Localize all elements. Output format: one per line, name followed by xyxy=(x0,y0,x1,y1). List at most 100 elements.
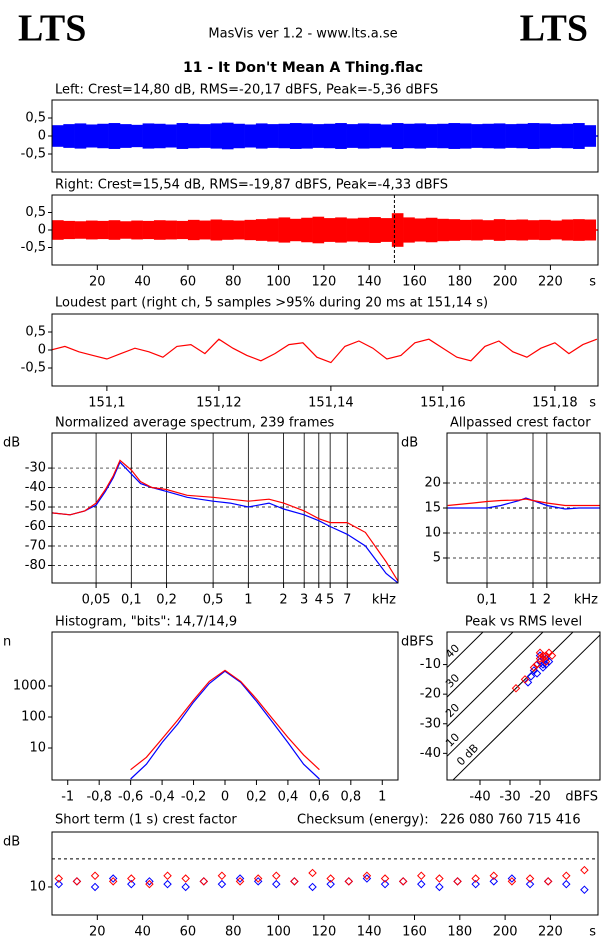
waveform-segment xyxy=(131,220,143,240)
waveform-segment xyxy=(391,213,404,247)
waveform-segment xyxy=(357,217,370,243)
x-tick-label: 120 xyxy=(311,275,336,290)
waveform-segment xyxy=(346,218,359,242)
waveform-segment xyxy=(119,124,132,148)
x-tick-label: 180 xyxy=(447,925,472,940)
scatter-point xyxy=(544,648,554,657)
waveform-segment xyxy=(97,220,109,240)
scatter-point xyxy=(532,660,542,669)
waveform-segment xyxy=(267,218,279,242)
waveform-segment xyxy=(142,123,155,149)
waveform-segment xyxy=(493,123,506,149)
plot-frame xyxy=(51,631,399,781)
y-tick-label: 20 xyxy=(424,476,441,491)
waveform-segment xyxy=(516,219,529,241)
plot-area xyxy=(130,669,320,780)
x-tick-label: 0 xyxy=(221,790,229,805)
waveform-segment xyxy=(471,219,483,241)
scatter-point xyxy=(272,879,281,889)
scatter-point xyxy=(453,877,462,886)
waveform-segment xyxy=(403,123,415,149)
plot-area xyxy=(447,632,600,780)
scatter-point xyxy=(380,874,390,883)
x-tick-label: 200 xyxy=(493,275,518,290)
series-line xyxy=(52,459,398,582)
x-tick-label: 1 xyxy=(378,790,386,805)
x-tick-label: 40 xyxy=(134,925,151,940)
plot-area xyxy=(52,195,598,265)
x-unit: s xyxy=(589,275,596,290)
waveform-segment xyxy=(323,218,336,242)
waveform-segment xyxy=(153,123,166,149)
scatter-point xyxy=(253,877,263,886)
waveform-segment xyxy=(437,123,449,149)
scatter-point xyxy=(308,868,317,878)
x-tick-label: -0,6 xyxy=(118,790,143,805)
scatter-point xyxy=(108,874,118,883)
waveform-segment xyxy=(301,123,313,149)
waveform-segment xyxy=(380,218,393,242)
waveform-segment xyxy=(403,217,415,243)
plot-frame xyxy=(51,99,599,173)
scatter-point xyxy=(417,871,426,880)
scatter-point xyxy=(253,874,263,883)
scatter-point xyxy=(471,874,480,883)
x-tick-label: 0,1 xyxy=(121,593,142,608)
y-tick-label: 0,5 xyxy=(25,205,46,220)
x-tick-label: 0,4 xyxy=(278,790,299,805)
y-tick-label: 0,5 xyxy=(25,325,46,340)
y-tick-label: -50 xyxy=(25,500,46,515)
scatter-point xyxy=(163,879,172,889)
x-tick-label: 7 xyxy=(343,593,351,608)
waveform-segment xyxy=(187,219,200,241)
waveform-segment xyxy=(233,123,245,149)
scatter-point xyxy=(526,672,536,681)
waveform-segment xyxy=(52,220,64,240)
panel-title: Short term (1 s) crest factor xyxy=(55,813,237,828)
waveform-segment xyxy=(176,123,189,149)
waveform-segment xyxy=(244,124,257,148)
waveform-segment xyxy=(573,123,585,149)
scatter-point xyxy=(90,871,100,880)
y-tick-label: -20 xyxy=(420,687,441,702)
x-unit: kHz xyxy=(372,593,396,608)
series-line xyxy=(52,461,398,583)
plot-frame xyxy=(51,313,599,387)
waveform-segment xyxy=(573,219,585,241)
waveform-segment xyxy=(52,125,64,147)
x-tick-label: 151,18 xyxy=(532,396,578,411)
scatter-point xyxy=(543,877,553,886)
waveform-segment xyxy=(210,123,223,149)
scatter-point xyxy=(72,877,82,886)
scatter-point xyxy=(547,651,557,660)
waveform-segment xyxy=(550,220,563,240)
y-tick-label: 10 xyxy=(424,526,441,541)
x-tick-label: 151,14 xyxy=(308,396,354,411)
x-tick-label: 80 xyxy=(225,925,242,940)
y-axis-label: n xyxy=(3,635,11,650)
y-tick-label: 10 xyxy=(29,879,46,894)
y-tick-label: 1000 xyxy=(13,678,46,693)
series-line xyxy=(52,338,598,364)
crest-line xyxy=(447,632,514,698)
waveform-segment xyxy=(289,218,302,242)
x-tick-label: 0,2 xyxy=(246,790,267,805)
scatter-point xyxy=(538,654,548,663)
y-tick-label: -60 xyxy=(25,519,46,534)
waveform-segment xyxy=(233,220,245,240)
waveform-segment xyxy=(357,123,370,149)
scatter-point xyxy=(362,874,372,883)
waveform-segment xyxy=(255,123,268,149)
scatter-point xyxy=(529,663,539,672)
scatter-point xyxy=(326,874,335,883)
y-tick-label: -30 xyxy=(420,716,441,731)
waveform-segment xyxy=(369,217,381,243)
x-tick-label: 60 xyxy=(180,275,197,290)
x-tick-label: -20 xyxy=(529,790,550,805)
x-tick-label: 1 xyxy=(529,593,537,608)
waveform-segment xyxy=(74,123,87,149)
waveform-segment xyxy=(74,221,87,239)
scatter-point xyxy=(417,879,426,889)
waveform-segment xyxy=(176,220,189,240)
x-tick-label: 0,6 xyxy=(309,790,330,805)
